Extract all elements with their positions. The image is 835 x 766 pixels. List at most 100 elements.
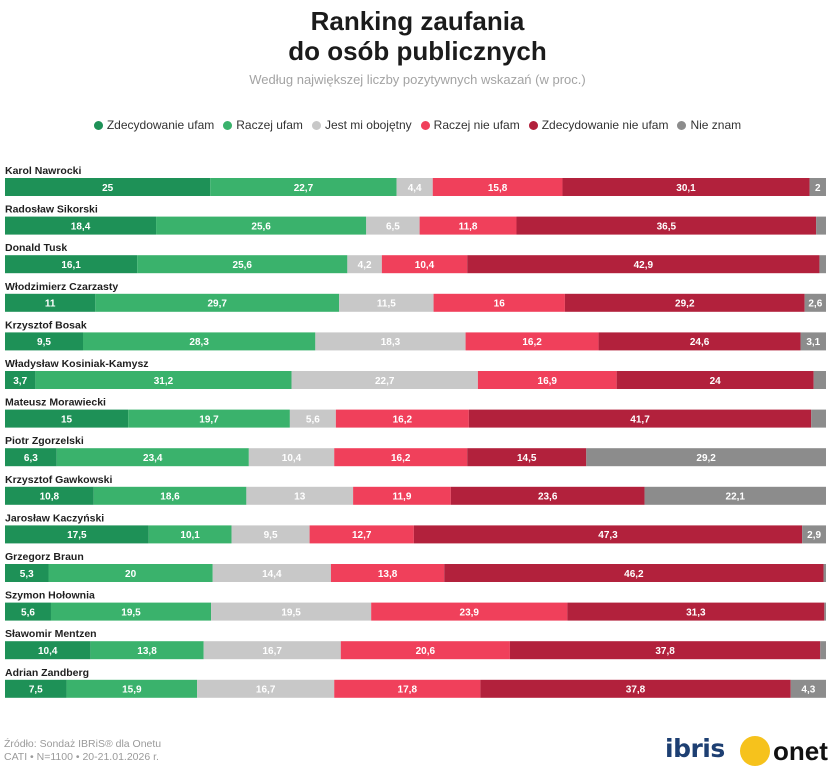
bar-value-label: 15,8	[488, 183, 508, 194]
bar-mateusz-morawiecki-raczej-ufam	[128, 409, 290, 428]
legend-dot-icon	[223, 120, 233, 130]
bar-mateusz-morawiecki-nie-znam	[811, 409, 826, 428]
bar-value-label: 6,5	[386, 221, 400, 232]
row-label-szymon-holownia: Szymon Hołownia	[5, 590, 95, 602]
bar-value-label: 16,9	[538, 376, 558, 387]
bar-karol-nawrocki-jest-mi-obojetny	[396, 178, 433, 196]
legend-label: Raczej nie ufam	[433, 118, 520, 132]
bar-donald-tusk-zdecydowanie-nie-ufam	[467, 255, 820, 274]
source-line-1: Źródło: Sondaż IBRiS® dla Onetu	[4, 738, 162, 750]
legend-dot-icon	[528, 120, 538, 130]
legend-label: Zdecydowanie ufam	[106, 118, 215, 132]
bar-krzysztof-gawkowski-zdecydowanie-nie-ufam	[450, 486, 645, 505]
bar-jaroslaw-kaczynski-nie-znam	[802, 525, 826, 544]
bar-piotr-zgorzelski-raczej-nie-ufam	[334, 448, 468, 467]
bar-wlodzimierz-czarzasty-jest-mi-obojetny	[339, 293, 434, 312]
onet-circle-icon	[740, 736, 770, 766]
bar-wladyslaw-kosiniak-kamysz-raczej-nie-ufam	[477, 371, 617, 389]
bar-krzysztof-bosak-zdecydowanie-nie-ufam	[598, 332, 801, 351]
bar-krzysztof-bosak-zdecydowanie-ufam	[5, 332, 83, 351]
legend-item-raczej-ufam: Raczej ufam	[223, 118, 303, 132]
bar-value-label: 10,4	[38, 646, 58, 657]
bar-radoslaw-sikorski-raczej-ufam	[156, 216, 367, 235]
legend-item-jest-mi-obojetny: Jest mi obojętny	[311, 118, 412, 132]
bar-value-label: 31,2	[154, 376, 174, 387]
chart-subtitle: Według największej liczby pozytywnych ws…	[249, 72, 586, 87]
bar-mateusz-morawiecki-zdecydowanie-nie-ufam	[468, 409, 812, 428]
bar-value-label: 31,3	[686, 607, 706, 618]
bar-adrian-zandberg-zdecydowanie-nie-ufam	[480, 679, 791, 698]
source-line-2: CATI • N=1100 • 20-21.01.2026 r.	[4, 751, 159, 763]
bar-adrian-zandberg-zdecydowanie-ufam	[5, 679, 67, 698]
bar-value-label: 10,8	[40, 492, 60, 503]
bar-value-label: 14,5	[517, 453, 537, 464]
bar-mateusz-morawiecki-jest-mi-obojetny	[289, 409, 336, 428]
row-label-donald-tusk: Donald Tusk	[5, 242, 67, 254]
bar-radoslaw-sikorski-raczej-nie-ufam	[419, 216, 517, 235]
row-label-mateusz-morawiecki: Mateusz Morawiecki	[5, 397, 106, 409]
bar-value-label: 11,9	[392, 492, 411, 503]
bar-value-label: 29,2	[696, 453, 716, 464]
bar-value-label: 2,6	[808, 299, 822, 310]
bar-szymon-holownia-raczej-nie-ufam	[371, 602, 568, 621]
bar-value-label: 16,7	[256, 685, 276, 696]
legend-label: Raczej ufam	[236, 118, 303, 132]
bar-value-label: 11	[45, 299, 56, 310]
bar-value-label: 4,4	[408, 183, 422, 194]
bar-value-label: 10,1	[180, 530, 200, 541]
bar-value-label: 42,9	[634, 260, 654, 271]
bar-slawomir-mentzen-jest-mi-obojetny	[203, 641, 341, 660]
bar-value-label: 17,5	[67, 530, 87, 541]
chart-title-line2: do osób publicznych	[288, 36, 547, 66]
bar-jaroslaw-kaczynski-zdecydowanie-nie-ufam	[413, 525, 803, 544]
bar-value-label: 24	[710, 376, 722, 387]
bar-wlodzimierz-czarzasty-raczej-ufam	[95, 293, 340, 312]
legend-dot-icon	[420, 120, 430, 130]
bar-value-label: 16,2	[391, 453, 411, 464]
bar-slawomir-mentzen-raczej-nie-ufam	[340, 641, 510, 660]
bar-grzegorz-braun-raczej-ufam	[48, 564, 213, 582]
bar-krzysztof-gawkowski-zdecydowanie-ufam	[5, 486, 94, 505]
bar-slawomir-mentzen-raczej-ufam	[90, 641, 204, 660]
bar-krzysztof-gawkowski-raczej-ufam	[93, 486, 247, 505]
bar-value-label: 18,6	[160, 492, 180, 503]
ibris-logo-text: ibris	[665, 734, 725, 763]
bar-value-label: 11,8	[459, 221, 478, 232]
stacked-bar-chart: Karol Nawrocki 25 22,7 4,4 15,8 30,1 2 Radosław…	[5, 165, 826, 698]
bar-value-label: 13,8	[378, 569, 398, 580]
bar-wlodzimierz-czarzasty-nie-znam	[804, 293, 826, 312]
legend-item-nie-znam: Nie znam	[677, 118, 741, 132]
chart-title-line1: Ranking zaufania	[310, 6, 525, 36]
bar-value-label: 4,3	[801, 685, 815, 696]
bar-value-label: 3,7	[13, 376, 27, 387]
bar-szymon-holownia-raczej-ufam	[50, 602, 212, 621]
bar-slawomir-mentzen-zdecydowanie-ufam	[5, 641, 91, 660]
row-label-slawomir-mentzen: Sławomir Mentzen	[5, 628, 97, 640]
bar-value-label: 19,5	[121, 607, 141, 618]
bar-szymon-holownia-zdecydowanie-nie-ufam	[567, 602, 825, 621]
bar-krzysztof-gawkowski-nie-znam	[644, 486, 826, 505]
bar-value-label: 16,2	[522, 337, 542, 348]
bar-grzegorz-braun-zdecydowanie-nie-ufam	[444, 564, 824, 582]
bar-value-label: 2,9	[807, 530, 821, 541]
bar-value-label: 25	[102, 183, 114, 194]
row-label-radoslaw-sikorski: Radosław Sikorski	[5, 204, 98, 216]
bar-value-label: 6,3	[24, 453, 38, 464]
bar-value-label: 22,7	[294, 183, 314, 194]
source-note: Źródło: Sondaż IBRiS® dla Onetu CATI • N…	[4, 738, 161, 764]
bar-donald-tusk-nie-znam	[819, 255, 826, 274]
row-label-grzegorz-braun: Grzegorz Braun	[5, 551, 84, 563]
bar-value-label: 23,4	[143, 453, 163, 464]
row-label-karol-nawrocki: Karol Nawrocki	[5, 165, 82, 177]
bar-donald-tusk-raczej-nie-ufam	[381, 255, 468, 274]
bar-piotr-zgorzelski-nie-znam	[586, 448, 826, 467]
bar-value-label: 12,7	[352, 530, 372, 541]
bar-value-label: 18,3	[381, 337, 401, 348]
bar-value-label: 5,3	[20, 569, 34, 580]
legend-item-zdecydowanie-nie-ufam: Zdecydowanie nie ufam	[528, 118, 668, 132]
bar-adrian-zandberg-raczej-nie-ufam	[334, 679, 481, 698]
bar-value-label: 14,4	[262, 569, 282, 580]
bar-piotr-zgorzelski-zdecydowanie-nie-ufam	[467, 448, 587, 467]
bar-adrian-zandberg-raczej-ufam	[66, 679, 198, 698]
bar-jaroslaw-kaczynski-raczej-nie-ufam	[309, 525, 414, 544]
